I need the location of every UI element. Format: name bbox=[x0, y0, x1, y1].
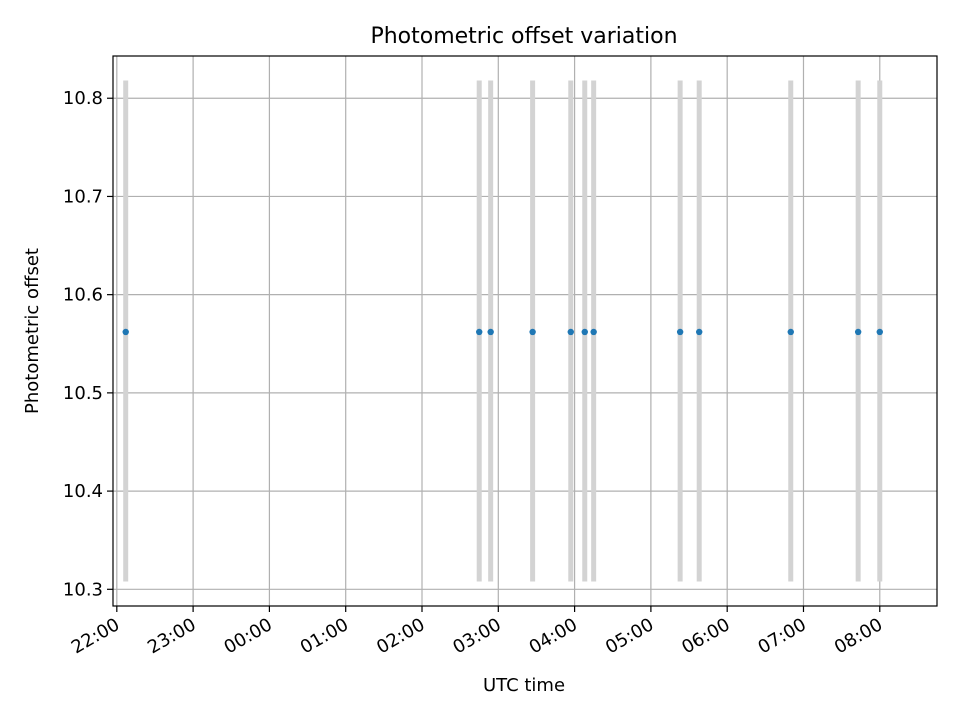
data-point bbox=[529, 328, 536, 336]
data-point bbox=[122, 328, 129, 336]
y-tick-label: 10.5 bbox=[63, 383, 103, 404]
data-point bbox=[476, 328, 483, 336]
data-point bbox=[590, 328, 597, 336]
y-tick-label: 10.6 bbox=[63, 285, 103, 306]
y-tick-label: 10.4 bbox=[63, 481, 103, 502]
data-point bbox=[581, 328, 588, 336]
data-point bbox=[567, 328, 574, 336]
data-point bbox=[676, 328, 684, 336]
y-tick-label: 10.3 bbox=[63, 579, 103, 600]
data-point bbox=[854, 328, 862, 336]
data-point bbox=[487, 328, 494, 336]
x-axis-label: UTC time bbox=[483, 675, 565, 696]
y-tick-label: 10.8 bbox=[63, 88, 103, 109]
data-point bbox=[876, 328, 883, 336]
data-point bbox=[787, 328, 794, 336]
y-axis-ticks: 10.3 10.4 10.5 10.6 10.7 10.8 bbox=[63, 88, 113, 600]
plot-frame bbox=[112, 55, 938, 607]
chart-title: Photometric offset variation bbox=[370, 24, 677, 49]
data-point bbox=[696, 328, 703, 336]
data-points bbox=[122, 328, 883, 336]
y-tick-label: 10.7 bbox=[63, 186, 103, 207]
y-axis-label: Photometric offset bbox=[22, 248, 43, 414]
